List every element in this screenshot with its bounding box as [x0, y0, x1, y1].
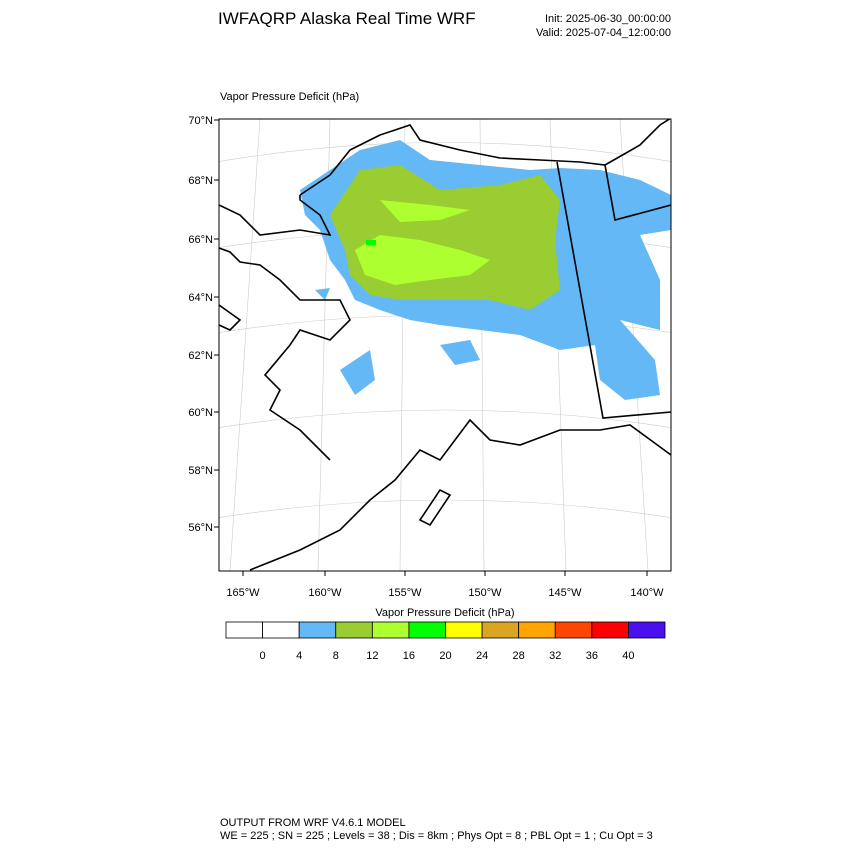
lon-label: 165°W — [226, 587, 260, 599]
colorbar: 0 4 8 12 16 20 24 28 32 36 40 — [225, 621, 666, 662]
colorbar-box — [225, 621, 263, 639]
colorbar-label: 40 — [622, 650, 634, 662]
colorbar-label: 20 — [439, 650, 451, 662]
lat-label: 64°N — [188, 292, 213, 304]
colorbar-label: 28 — [513, 650, 525, 662]
lon-label: 140°W — [630, 587, 664, 599]
lat-label: 62°N — [188, 350, 213, 362]
colorbar-box — [335, 621, 373, 639]
coastlines — [219, 119, 671, 571]
colorbar-label: 4 — [296, 650, 302, 662]
lon-label: 160°W — [308, 587, 342, 599]
lat-label: 70°N — [188, 115, 213, 127]
colorbar-label: 32 — [549, 650, 561, 662]
lat-labels: 70°N 68°N 66°N 64°N 62°N 60°N 58°N 56°N — [188, 115, 219, 534]
colorbar-box — [554, 621, 593, 639]
lon-label: 150°W — [468, 587, 502, 599]
colorbar-box — [518, 621, 556, 639]
colorbar-label: 12 — [366, 650, 378, 662]
colorbar-box — [298, 621, 337, 639]
init-time: Init: 2025-06-30_00:00:00 — [545, 13, 671, 25]
colorbar-label: 16 — [403, 650, 415, 662]
footer-line: OUTPUT FROM WRF V4.6.1 MODEL — [220, 817, 406, 829]
colorbar-box — [262, 621, 300, 639]
lat-label: 60°N — [188, 407, 213, 419]
lon-label: 155°W — [388, 587, 422, 599]
lat-label: 58°N — [188, 465, 213, 477]
lat-label: 66°N — [188, 234, 213, 246]
lon-labels: 165°W 160°W 155°W 150°W 145°W 140°W — [226, 571, 664, 599]
colorbar-label: 36 — [586, 650, 598, 662]
colorbar-box — [408, 621, 446, 639]
lat-label: 56°N — [188, 522, 213, 534]
title: IWFAQRP Alaska Real Time WRF — [218, 9, 476, 28]
lon-label: 145°W — [548, 587, 582, 599]
colorbar-box — [591, 621, 629, 639]
colorbar-label: 0 — [260, 650, 266, 662]
colorbar-box — [628, 621, 666, 639]
colorbar-box — [481, 621, 520, 639]
colorbar-label: 8 — [333, 650, 339, 662]
colorbar-title: Vapor Pressure Deficit (hPa) — [375, 607, 514, 619]
map-subtitle: Vapor Pressure Deficit (hPa) — [220, 91, 359, 103]
valid-time: Valid: 2025-07-04_12:00:00 — [536, 27, 671, 39]
colorbar-label: 24 — [476, 650, 488, 662]
colorbar-box — [371, 621, 410, 639]
vpd-field — [300, 140, 671, 400]
map-area — [219, 119, 671, 571]
colorbar-box — [445, 621, 483, 639]
lat-label: 68°N — [188, 175, 213, 187]
map-frame — [218, 118, 672, 572]
footer-line: WE = 225 ; SN = 225 ; Levels = 38 ; Dis … — [220, 830, 653, 842]
